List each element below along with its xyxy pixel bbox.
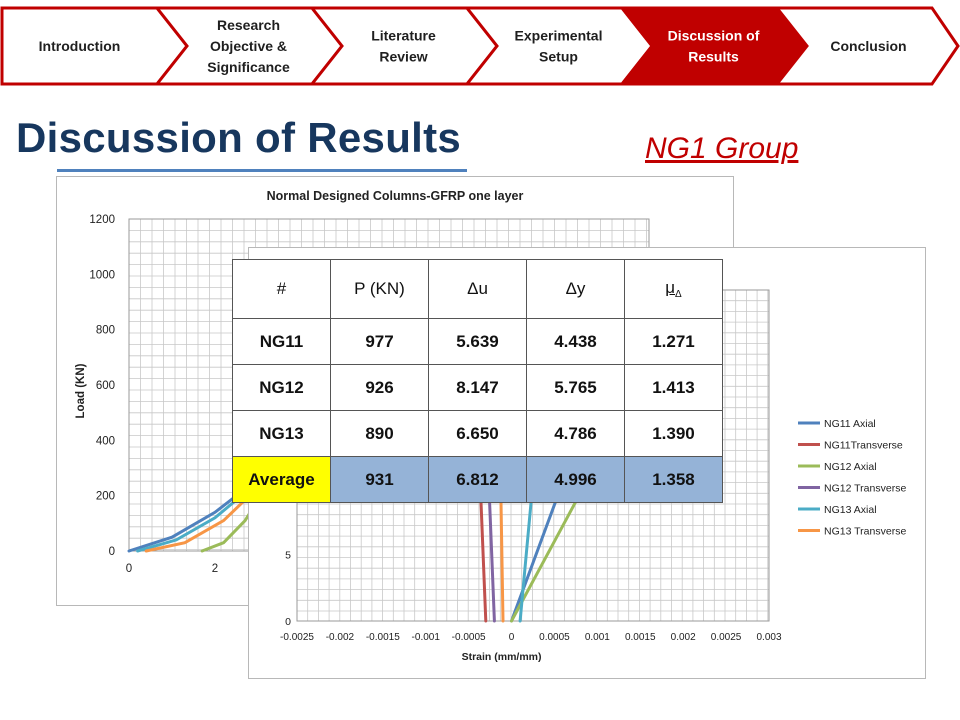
x-tick-label: 0.003 bbox=[756, 632, 781, 643]
header-mu-letter: μ bbox=[665, 278, 676, 297]
table-row: NG13 890 6.650 4.786 1.390 bbox=[232, 410, 723, 457]
cell-mu: 1.413 bbox=[624, 364, 723, 411]
cell-du: 5.639 bbox=[428, 318, 527, 365]
x-tick-label: -0.002 bbox=[326, 632, 355, 643]
cell-du: 6.812 bbox=[428, 456, 527, 503]
x-tick-label: 0.002 bbox=[671, 632, 696, 643]
y-tick-label: 5 bbox=[285, 550, 291, 562]
cell-load: 926 bbox=[330, 364, 429, 411]
nav-step-label: Review bbox=[379, 49, 427, 65]
cell-load: 890 bbox=[330, 410, 429, 457]
chart-title: Normal Designed Columns-GFRP one layer bbox=[267, 189, 524, 203]
table-row: NG11 977 5.639 4.438 1.271 bbox=[232, 318, 723, 365]
nav-step-label: Research bbox=[217, 17, 280, 33]
y-tick-label: 800 bbox=[96, 325, 115, 337]
x-tick-label: 0.0005 bbox=[539, 632, 570, 643]
x-tick-label: 0 bbox=[126, 563, 132, 575]
cell-mu: 1.271 bbox=[624, 318, 723, 365]
table-row: NG12 926 8.147 5.765 1.413 bbox=[232, 364, 723, 411]
header-id: # bbox=[232, 259, 331, 319]
y-tick-label: 0 bbox=[109, 546, 115, 558]
cell-id: NG13 bbox=[232, 410, 331, 457]
y-tick-label: 0 bbox=[285, 616, 291, 628]
x-axis-label: Strain (mm/mm) bbox=[462, 651, 542, 663]
legend-entry: NG11 Axial bbox=[824, 418, 876, 430]
cell-mu: 1.358 bbox=[624, 456, 723, 503]
nav-step-label: Significance bbox=[207, 59, 290, 75]
y-tick-label: 1200 bbox=[89, 214, 115, 226]
legend-entry: NG12 Axial bbox=[824, 461, 877, 473]
cell-dy: 5.765 bbox=[526, 364, 625, 411]
group-label: NG1 Group bbox=[645, 132, 799, 165]
nav-step-label: Literature bbox=[371, 28, 436, 44]
cell-du: 6.650 bbox=[428, 410, 527, 457]
y-tick-label: 200 bbox=[96, 491, 115, 503]
header-mu: μΔ bbox=[624, 259, 723, 319]
nav-chevron bbox=[773, 6, 960, 86]
page-title: Discussion of Results bbox=[16, 114, 462, 161]
nav-step-label: Discussion of bbox=[668, 28, 760, 44]
title-underline bbox=[57, 169, 467, 172]
cell-dy: 4.438 bbox=[526, 318, 625, 365]
y-tick-label: 600 bbox=[96, 380, 115, 392]
cell-load: 977 bbox=[330, 318, 429, 365]
header-load: P (KN) bbox=[330, 259, 429, 319]
nav-step: Conclusion bbox=[773, 6, 960, 86]
x-tick-label: -0.001 bbox=[412, 632, 441, 643]
cell-dy: 4.996 bbox=[526, 456, 625, 503]
y-tick-label: 1000 bbox=[89, 269, 115, 281]
header-mu-symbol: μΔ bbox=[665, 278, 682, 300]
cell-load: 931 bbox=[330, 456, 429, 503]
y-tick-label: 400 bbox=[96, 435, 115, 447]
table-row-average: Average 931 6.812 4.996 1.358 bbox=[232, 456, 723, 503]
cell-du: 8.147 bbox=[428, 364, 527, 411]
chart-legend: NG11 Axial NG11Transverse NG12 Axial NG12 T… bbox=[798, 418, 906, 538]
x-tick-label: -0.0005 bbox=[452, 632, 486, 643]
results-table: # P (KN) Δu Δy μΔ NG11 977 5.639 4.438 1… bbox=[232, 259, 723, 503]
legend-entry: NG13 Axial bbox=[824, 504, 877, 516]
table-header-row: # P (KN) Δu Δy μΔ bbox=[232, 259, 723, 319]
x-tick-label: 0.001 bbox=[585, 632, 610, 643]
legend-entry: NG11Transverse bbox=[824, 440, 903, 452]
header-mu-subscript: Δ bbox=[675, 289, 682, 300]
y-axis-label: Load (KN) bbox=[75, 363, 87, 418]
x-tick-label: 2 bbox=[212, 563, 218, 575]
cell-dy: 4.786 bbox=[526, 410, 625, 457]
x-tick-label: -0.0025 bbox=[280, 632, 314, 643]
cell-mu: 1.390 bbox=[624, 410, 723, 457]
x-tick-label: 0.0025 bbox=[711, 632, 742, 643]
legend-entry: NG12 Transverse bbox=[824, 483, 906, 495]
x-tick-label: 0.0015 bbox=[625, 632, 656, 643]
nav-step-label: Objective & bbox=[210, 38, 287, 54]
x-tick-label: -0.0015 bbox=[366, 632, 400, 643]
nav-step-label: Conclusion bbox=[830, 38, 906, 54]
nav-step-label: Results bbox=[688, 49, 739, 65]
series-line bbox=[144, 485, 260, 553]
x-tick-label: 0 bbox=[509, 632, 515, 643]
cell-id: NG12 bbox=[232, 364, 331, 411]
header-du: Δu bbox=[428, 259, 527, 319]
nav-step-label: Setup bbox=[539, 49, 578, 65]
header-dy: Δy bbox=[526, 259, 625, 319]
cell-id: NG11 bbox=[232, 318, 331, 365]
legend-entry: NG13 Transverse bbox=[824, 526, 906, 538]
nav-step-label: Introduction bbox=[39, 38, 121, 54]
nav-step: Introduction bbox=[0, 6, 189, 86]
section-nav: Introduction Research Objective & Significa… bbox=[0, 6, 960, 86]
nav-step-label: Experimental bbox=[515, 28, 603, 44]
cell-id: Average bbox=[232, 456, 331, 503]
